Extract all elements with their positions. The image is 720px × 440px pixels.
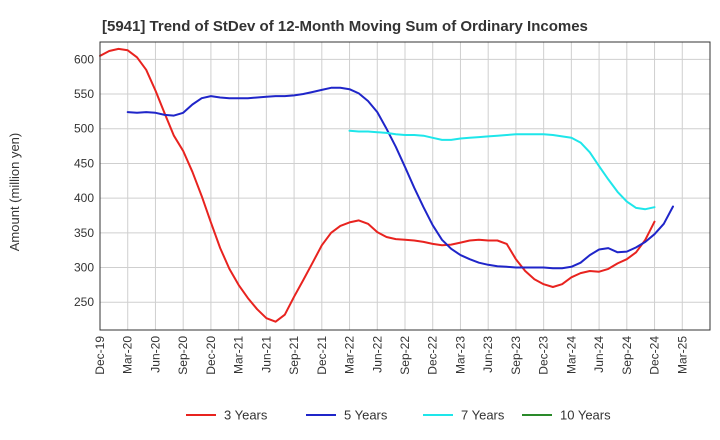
x-tick-label: Jun-22 — [370, 336, 384, 373]
legend-label-7-years: 7 Years — [461, 408, 505, 423]
x-tick-label: Dec-22 — [426, 336, 440, 375]
series-line-5-years — [126, 86, 674, 270]
series-line-3-years — [99, 47, 656, 323]
x-tick-label: Mar-25 — [675, 336, 689, 374]
x-tick-label: Dec-20 — [204, 336, 218, 375]
x-tick-label: Dec-24 — [648, 336, 662, 375]
x-tick-label: Sep-23 — [509, 336, 523, 375]
x-tick-label: Sep-20 — [176, 336, 190, 375]
x-tick-label: Sep-24 — [620, 336, 634, 375]
y-tick-label: 600 — [74, 52, 94, 66]
legend-label-10-years: 10 Years — [560, 408, 611, 423]
y-tick-label: 300 — [74, 261, 94, 275]
x-tick-label: Mar-21 — [232, 336, 246, 374]
legend: 3 Years 5 Years 7 Years 10 Years — [186, 408, 611, 423]
x-axis-ticks: Dec-19 Mar-20 Jun-20 Sep-20 Dec-20 Mar-21 Jun-… — [93, 336, 689, 375]
x-tick-label: Jun-23 — [481, 336, 495, 373]
series-line-7-years — [348, 129, 656, 211]
legend-label-5-years: 5 Years — [344, 408, 388, 423]
chart-title: [5941] Trend of StDev of 12-Month Moving… — [102, 18, 588, 35]
x-tick-label: Jun-24 — [592, 336, 606, 373]
x-tick-label: Dec-19 — [93, 336, 107, 375]
legend-label-3-years: 3 Years — [224, 408, 268, 423]
grid — [99, 42, 710, 330]
y-tick-label: 500 — [74, 122, 94, 136]
x-tick-label: Jun-20 — [148, 336, 162, 373]
y-tick-label: 350 — [74, 226, 94, 240]
x-tick-label: Dec-21 — [315, 336, 329, 375]
x-tick-label: Dec-23 — [537, 336, 551, 375]
x-tick-label: Jun-21 — [259, 336, 273, 373]
series-lines — [99, 47, 674, 323]
y-axis-label: Amount (million yen) — [7, 133, 22, 252]
x-tick-label: Sep-22 — [398, 336, 412, 375]
x-tick-label: Mar-23 — [453, 336, 467, 374]
x-tick-label: Mar-20 — [121, 336, 135, 374]
y-tick-label: 400 — [74, 191, 94, 205]
plot-frame — [99, 41, 711, 331]
y-axis-ticks: 250 300 350 400 450 500 550 600 — [74, 52, 94, 309]
x-tick-label: Mar-22 — [343, 336, 357, 374]
y-tick-label: 250 — [74, 295, 94, 309]
y-tick-label: 550 — [74, 87, 94, 101]
x-tick-label: Mar-24 — [564, 336, 578, 374]
y-tick-label: 450 — [74, 156, 94, 170]
x-tick-label: Sep-21 — [287, 336, 301, 375]
